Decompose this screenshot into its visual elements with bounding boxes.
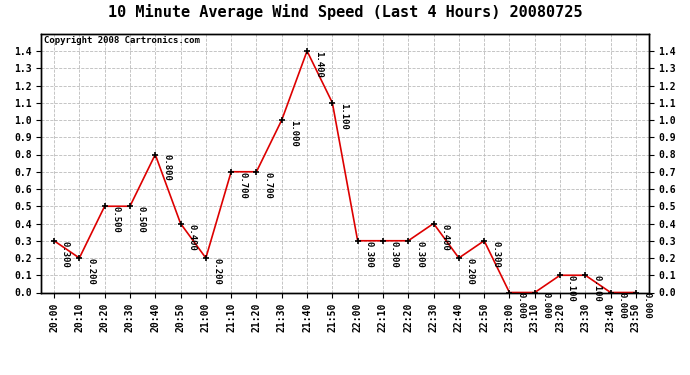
Text: 0.300: 0.300 bbox=[61, 241, 70, 268]
Text: 0.300: 0.300 bbox=[390, 241, 399, 268]
Text: 0.100: 0.100 bbox=[592, 275, 601, 302]
Text: 0.000: 0.000 bbox=[516, 292, 525, 320]
Text: 10 Minute Average Wind Speed (Last 4 Hours) 20080725: 10 Minute Average Wind Speed (Last 4 Hou… bbox=[108, 4, 582, 20]
Text: 0.100: 0.100 bbox=[567, 275, 576, 302]
Text: 0.400: 0.400 bbox=[440, 224, 449, 251]
Text: 0.700: 0.700 bbox=[264, 172, 273, 199]
Text: 0.000: 0.000 bbox=[542, 292, 551, 320]
Text: 1.400: 1.400 bbox=[314, 51, 323, 78]
Text: 0.000: 0.000 bbox=[643, 292, 652, 320]
Text: 0.300: 0.300 bbox=[415, 241, 424, 268]
Text: 0.700: 0.700 bbox=[238, 172, 247, 199]
Text: 1.100: 1.100 bbox=[339, 103, 348, 130]
Text: Copyright 2008 Cartronics.com: Copyright 2008 Cartronics.com bbox=[44, 36, 200, 45]
Text: 0.500: 0.500 bbox=[112, 206, 121, 233]
Text: 0.200: 0.200 bbox=[466, 258, 475, 285]
Text: 0.200: 0.200 bbox=[213, 258, 221, 285]
Text: 0.300: 0.300 bbox=[491, 241, 500, 268]
Text: 0.800: 0.800 bbox=[162, 154, 171, 182]
Text: 0.000: 0.000 bbox=[618, 292, 627, 320]
Text: 0.500: 0.500 bbox=[137, 206, 146, 233]
Text: 0.400: 0.400 bbox=[188, 224, 197, 251]
Text: 0.300: 0.300 bbox=[364, 241, 373, 268]
Text: 0.200: 0.200 bbox=[86, 258, 95, 285]
Text: 1.000: 1.000 bbox=[288, 120, 297, 147]
